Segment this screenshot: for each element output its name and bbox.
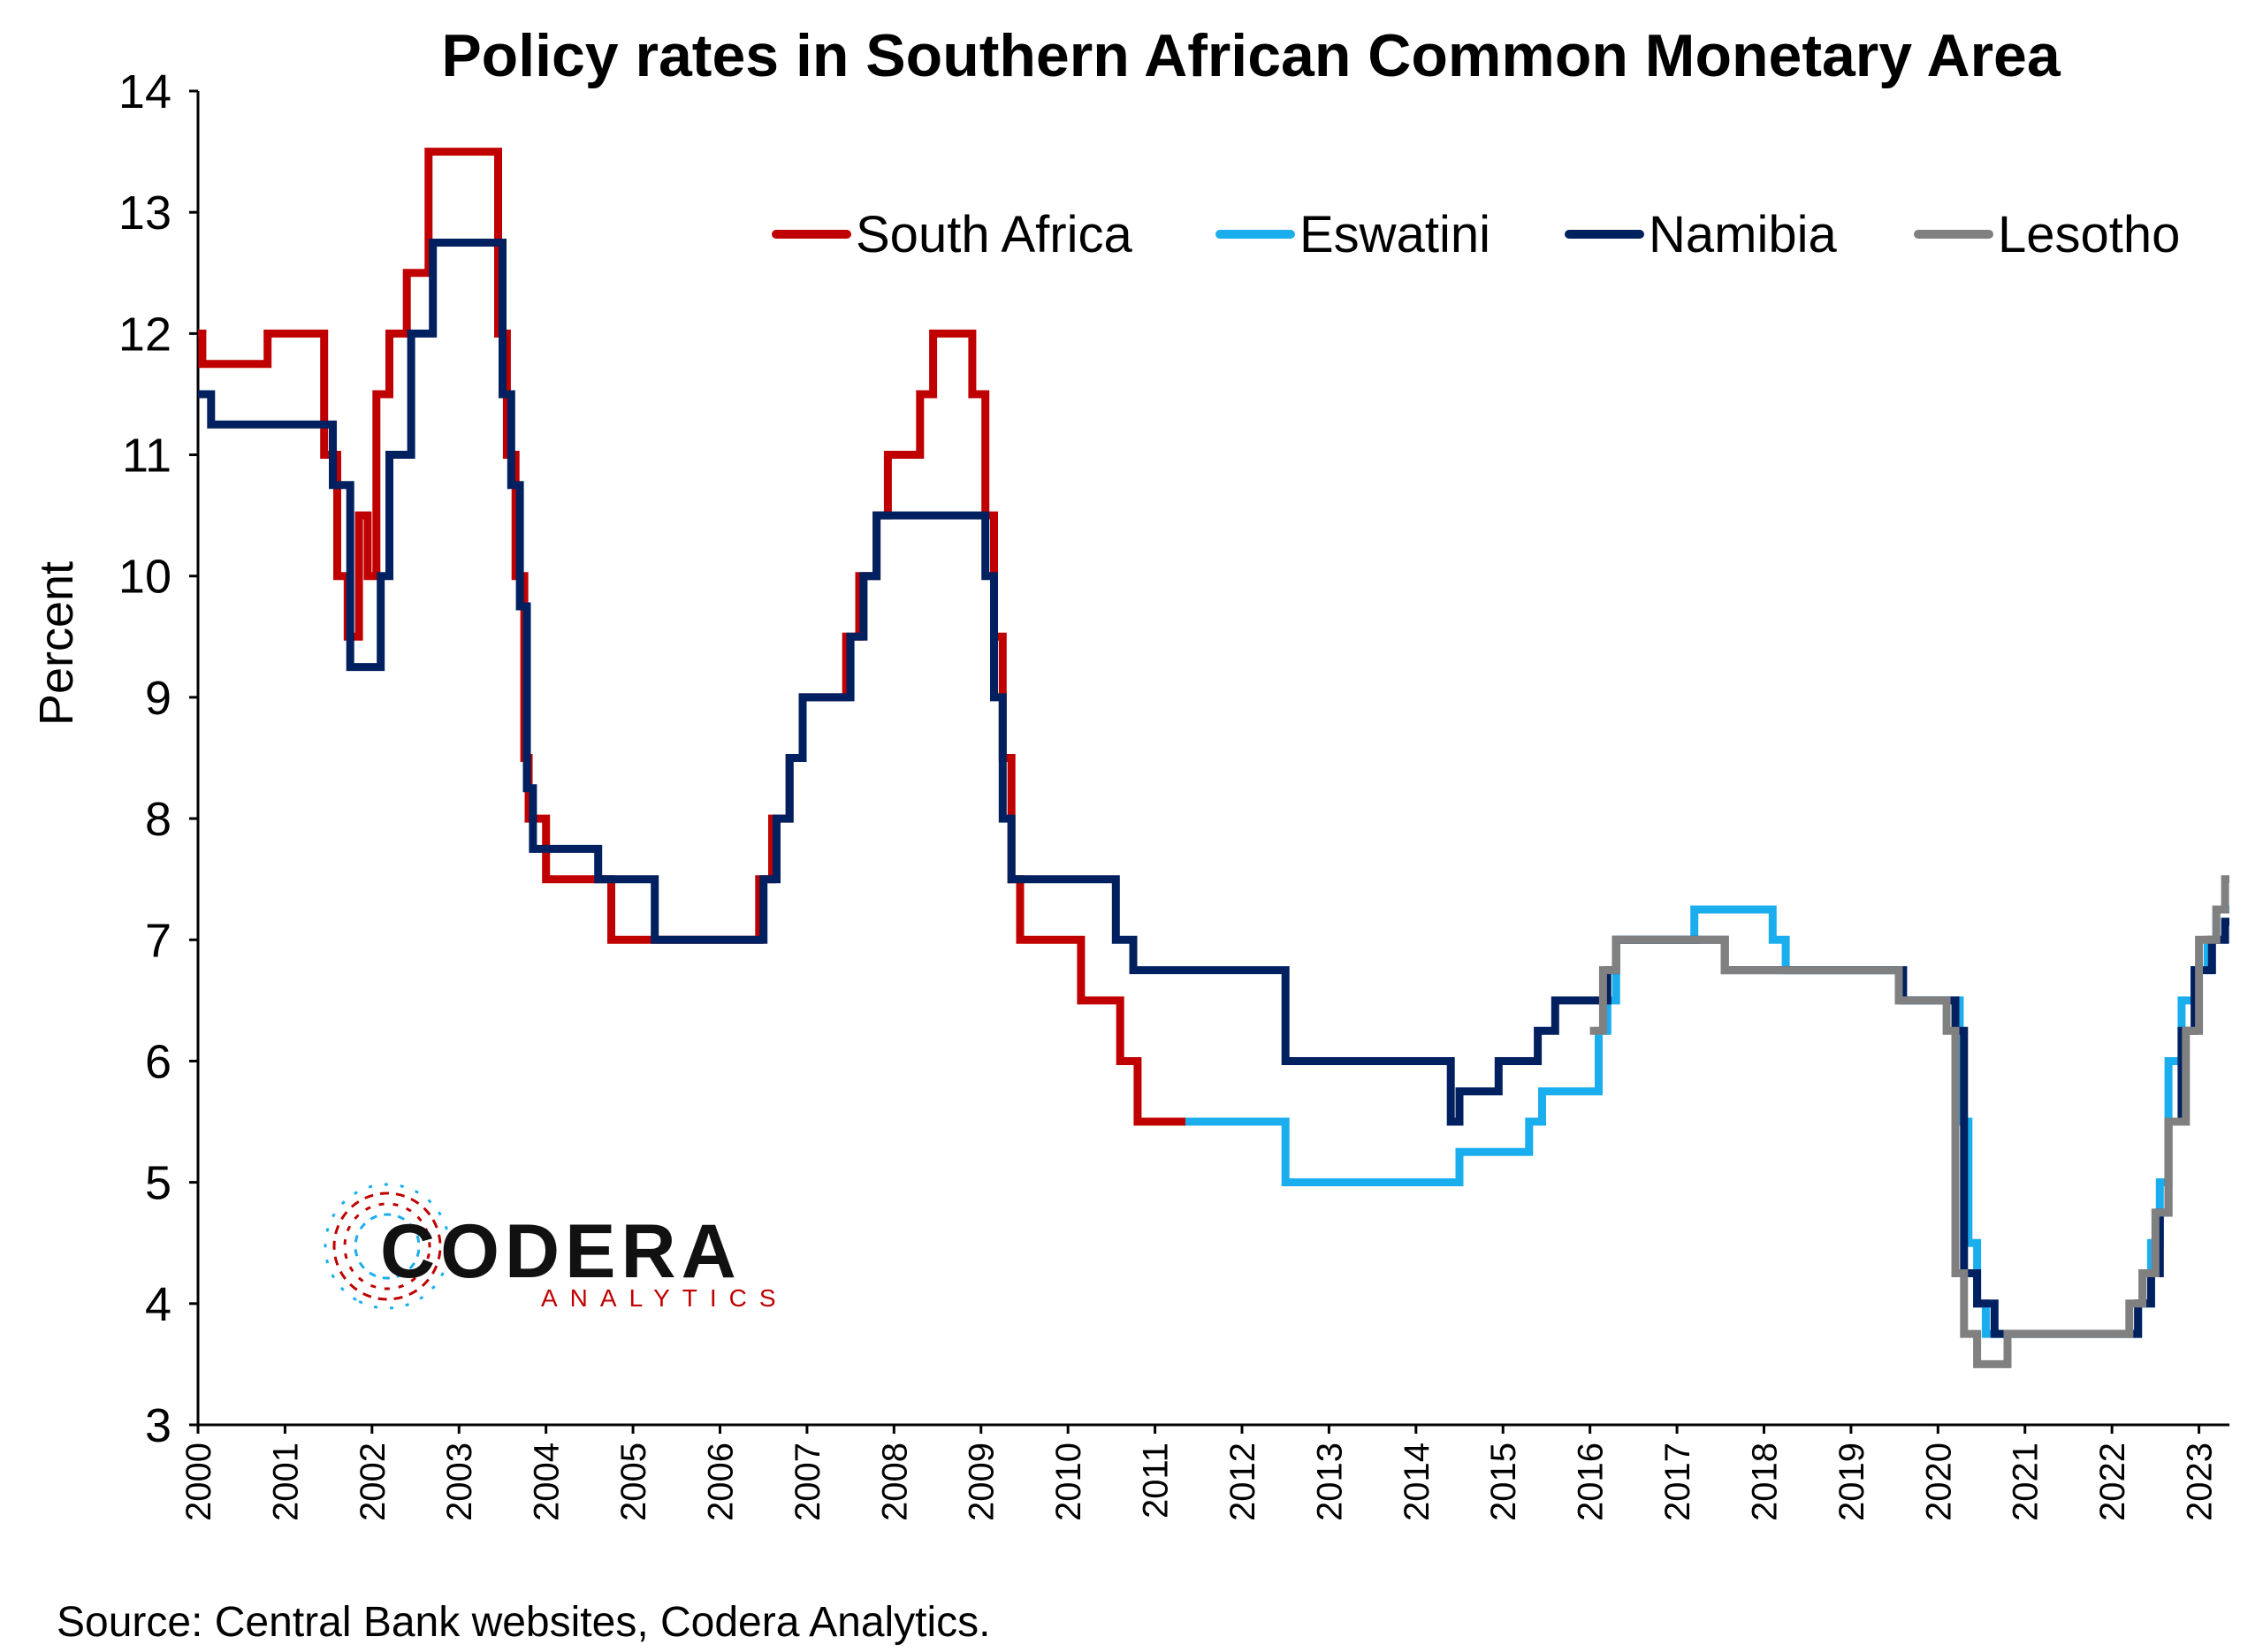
y-tick-label: 6 — [145, 1035, 171, 1088]
y-tick-labels: 3 4 5 6 7 8 9 10 11 12 13 14 — [118, 65, 198, 1452]
x-tick-labels: 2000 2001 2002 2003 2004 2005 2006 2007 2008 2009… — [179, 1425, 2220, 1521]
x-tick-label: 2022 — [2093, 1443, 2132, 1521]
x-tick-label: 2016 — [1572, 1443, 1611, 1521]
y-axis-label: Percent — [30, 561, 83, 726]
y-tick-label: 7 — [145, 914, 171, 967]
series-line-lesotho — [1589, 875, 2229, 1368]
x-tick-label: 2023 — [2181, 1443, 2220, 1521]
x-tick-label: 2015 — [1484, 1443, 1523, 1521]
logo-sub: ANALYTICS — [541, 1284, 789, 1312]
y-tick-label: 13 — [118, 187, 171, 240]
x-tick-label: 2008 — [875, 1443, 914, 1521]
x-tick-label: 2017 — [1658, 1443, 1697, 1521]
y-tick-label: 9 — [145, 672, 171, 725]
x-tick-label: 2009 — [963, 1443, 1002, 1521]
x-tick-label: 2004 — [528, 1443, 567, 1521]
logo-word: CODERA — [380, 1209, 742, 1294]
x-tick-label: 2000 — [179, 1443, 218, 1521]
y-tick-label: 8 — [145, 793, 171, 846]
codera-logo: CODERA ANALYTICS — [324, 1183, 789, 1312]
source-note: Source: Central Bank websites, Codera An… — [57, 1599, 991, 1646]
x-tick-label: 2019 — [1832, 1443, 1871, 1521]
x-tick-label: 2002 — [354, 1443, 392, 1521]
x-tick-label: 2013 — [1310, 1443, 1349, 1521]
y-tick-label: 3 — [145, 1399, 171, 1452]
legend: South Africa Eswatini Namibia Lesotho — [772, 206, 2180, 263]
x-tick-label: 2001 — [266, 1443, 305, 1521]
series-line-eswatini — [1185, 905, 2229, 1338]
y-tick-label: 5 — [145, 1157, 171, 1210]
x-tick-label: 2012 — [1223, 1443, 1262, 1521]
x-tick-label: 2006 — [701, 1443, 740, 1521]
series-line-namibia — [198, 239, 2229, 1338]
y-tick-label: 4 — [145, 1278, 171, 1331]
chart-title: Policy rates in Southern African Common … — [441, 22, 2061, 89]
series-line-south-africa — [198, 148, 1185, 1126]
y-tick-label: 14 — [118, 65, 171, 118]
legend-label: Eswatini — [1299, 206, 1490, 263]
x-tick-label: 2010 — [1049, 1443, 1088, 1521]
legend-label: South Africa — [856, 206, 1132, 263]
series-lines — [198, 148, 2229, 1368]
x-tick-label: 2014 — [1398, 1443, 1436, 1521]
x-tick-label: 2003 — [440, 1443, 479, 1521]
legend-label: Lesotho — [1998, 206, 2180, 263]
x-tick-label: 2007 — [789, 1443, 827, 1521]
x-tick-label: 2018 — [1745, 1443, 1784, 1521]
y-tick-label: 11 — [122, 430, 171, 483]
x-tick-label: 2020 — [1919, 1443, 1958, 1521]
axes — [196, 91, 2229, 1427]
y-tick-label: 10 — [118, 551, 171, 604]
x-tick-label: 2005 — [614, 1443, 653, 1521]
y-tick-label: 12 — [118, 308, 171, 361]
x-tick-label: 2021 — [2007, 1443, 2046, 1521]
x-tick-label: 2011 — [1137, 1443, 1176, 1519]
legend-label: Namibia — [1649, 206, 1837, 263]
